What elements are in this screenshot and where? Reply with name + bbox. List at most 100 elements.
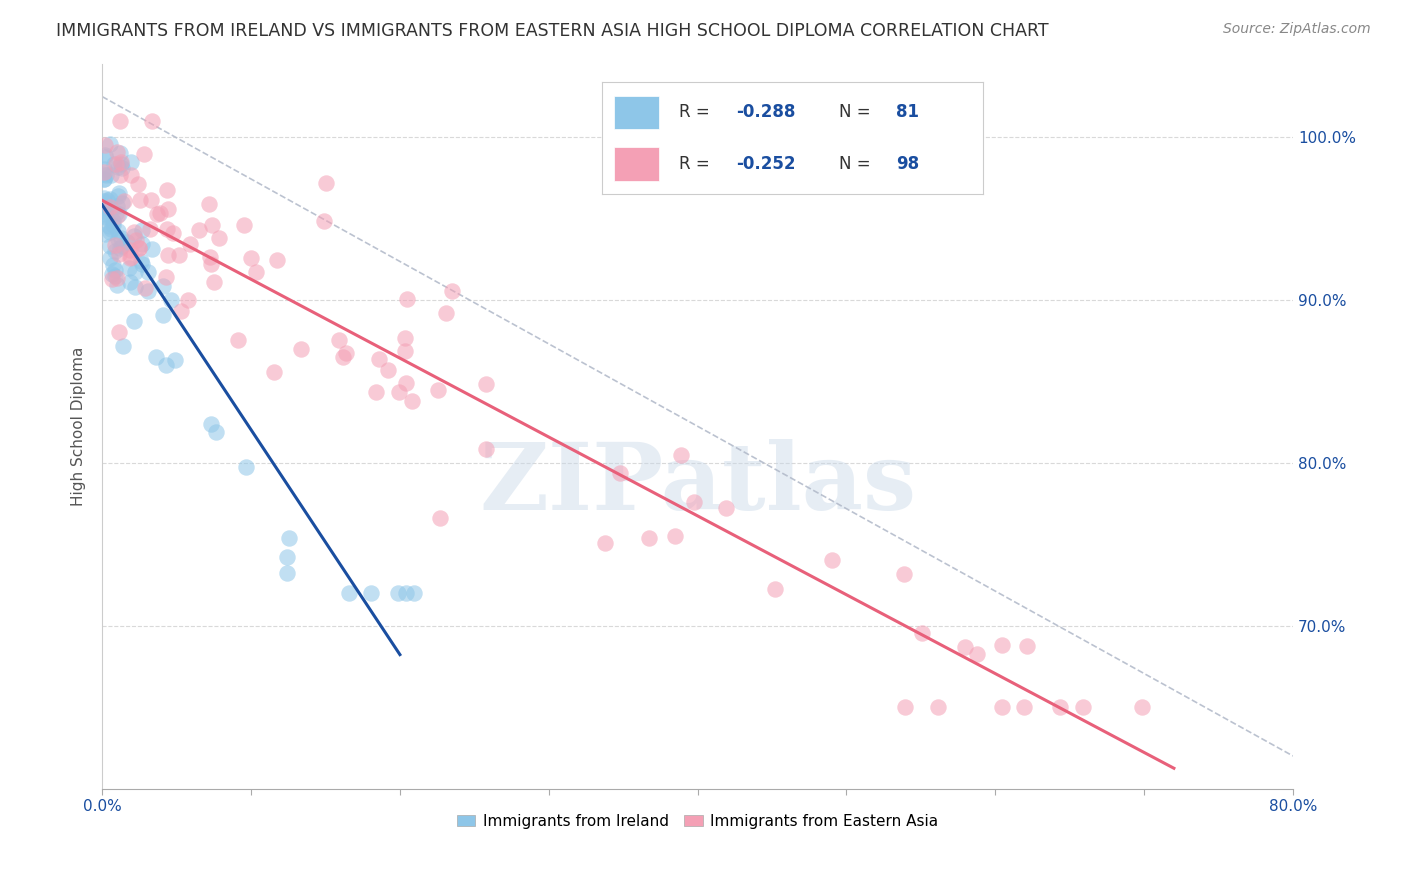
Point bbox=[233, 218, 256, 232]
Point bbox=[1071, 700, 1094, 714]
Point bbox=[93, 138, 115, 153]
Point bbox=[103, 258, 125, 272]
Point bbox=[94, 201, 117, 215]
Point bbox=[328, 333, 350, 347]
Y-axis label: High School Diploma: High School Diploma bbox=[72, 347, 86, 506]
Point bbox=[93, 227, 115, 241]
Point bbox=[396, 292, 419, 306]
Point bbox=[134, 280, 156, 294]
Point bbox=[152, 278, 174, 293]
Point bbox=[1015, 639, 1038, 653]
Point bbox=[127, 177, 149, 191]
Point bbox=[966, 647, 988, 661]
Point bbox=[395, 586, 418, 600]
Point bbox=[368, 352, 391, 367]
Point bbox=[100, 222, 122, 236]
Point bbox=[93, 191, 115, 205]
Point bbox=[475, 376, 498, 391]
Point bbox=[226, 333, 249, 347]
Point bbox=[200, 417, 222, 431]
Point bbox=[245, 265, 267, 279]
Point bbox=[278, 531, 301, 545]
Point bbox=[120, 243, 142, 257]
Point bbox=[314, 214, 336, 228]
Point bbox=[197, 197, 219, 211]
Point bbox=[927, 700, 949, 714]
Point bbox=[179, 237, 201, 252]
Point bbox=[107, 186, 129, 201]
Point bbox=[335, 346, 357, 360]
Point bbox=[429, 511, 451, 525]
Point bbox=[156, 183, 179, 197]
Point bbox=[1132, 700, 1154, 714]
Point bbox=[395, 376, 418, 390]
Point bbox=[93, 171, 115, 186]
Point bbox=[714, 501, 737, 516]
Point bbox=[94, 207, 117, 221]
Point bbox=[149, 205, 172, 219]
Point bbox=[609, 466, 631, 480]
Point bbox=[364, 384, 387, 399]
Point bbox=[105, 145, 128, 159]
Point bbox=[131, 237, 153, 252]
Point bbox=[104, 206, 127, 220]
Point bbox=[441, 285, 464, 299]
Point bbox=[163, 352, 186, 367]
Point bbox=[683, 495, 706, 509]
Point bbox=[188, 223, 211, 237]
Point bbox=[128, 241, 150, 255]
Point bbox=[132, 147, 155, 161]
Point bbox=[118, 261, 141, 276]
Point bbox=[426, 383, 449, 397]
Point bbox=[141, 242, 163, 256]
Point bbox=[129, 193, 152, 207]
Point bbox=[205, 425, 228, 440]
Point bbox=[120, 275, 142, 289]
Point bbox=[122, 228, 145, 243]
Point bbox=[108, 168, 131, 182]
Point bbox=[107, 232, 129, 246]
Point bbox=[98, 192, 121, 206]
Point bbox=[387, 586, 409, 600]
Point bbox=[1049, 700, 1071, 714]
Point bbox=[360, 586, 382, 600]
Point bbox=[118, 251, 141, 265]
Point bbox=[107, 224, 129, 238]
Point bbox=[100, 251, 122, 265]
Point bbox=[107, 188, 129, 202]
Point bbox=[129, 254, 152, 268]
Point bbox=[93, 194, 115, 208]
Point bbox=[146, 206, 169, 220]
Point bbox=[136, 265, 159, 279]
Point bbox=[101, 218, 124, 232]
Point bbox=[671, 448, 693, 462]
Point bbox=[953, 640, 976, 654]
Point bbox=[763, 582, 786, 597]
Point bbox=[104, 237, 127, 252]
Point bbox=[401, 393, 423, 408]
Point bbox=[200, 257, 222, 271]
Point bbox=[388, 385, 411, 400]
Point bbox=[124, 280, 146, 294]
Point bbox=[152, 308, 174, 322]
Point bbox=[202, 275, 225, 289]
Point bbox=[404, 586, 426, 600]
Point bbox=[128, 241, 150, 255]
Point bbox=[434, 306, 457, 320]
Point bbox=[110, 154, 132, 169]
Point bbox=[93, 164, 115, 178]
Point bbox=[263, 365, 285, 379]
Text: Source: ZipAtlas.com: Source: ZipAtlas.com bbox=[1223, 22, 1371, 37]
Point bbox=[107, 160, 129, 174]
Point bbox=[131, 222, 153, 236]
Point bbox=[593, 536, 616, 550]
Point bbox=[337, 586, 360, 600]
Point bbox=[93, 150, 115, 164]
Point bbox=[108, 247, 131, 261]
Point bbox=[136, 284, 159, 298]
Point bbox=[141, 114, 163, 128]
Point bbox=[200, 219, 222, 233]
Point bbox=[105, 199, 128, 213]
Point bbox=[290, 343, 312, 357]
Point bbox=[93, 167, 115, 181]
